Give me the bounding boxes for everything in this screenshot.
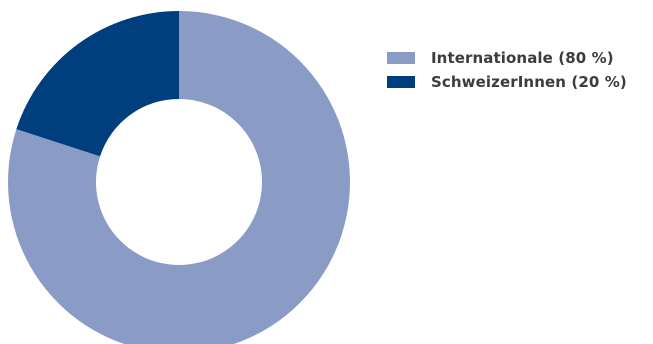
legend-item-internationale: Internationale (80 %): [387, 46, 627, 70]
legend-label-internationale: Internationale (80 %): [431, 49, 614, 67]
legend-swatch-schweizerinnen: [387, 76, 415, 88]
chart-legend: Internationale (80 %) SchweizerInnen (20…: [387, 46, 627, 94]
donut-chart: [8, 11, 350, 344]
slice-internationale: [8, 11, 350, 344]
legend-label-schweizerinnen: SchweizerInnen (20 %): [431, 73, 627, 91]
slice-schweizerinnen: [16, 11, 179, 157]
legend-item-schweizerinnen: SchweizerInnen (20 %): [387, 70, 627, 94]
legend-swatch-internationale: [387, 52, 415, 64]
